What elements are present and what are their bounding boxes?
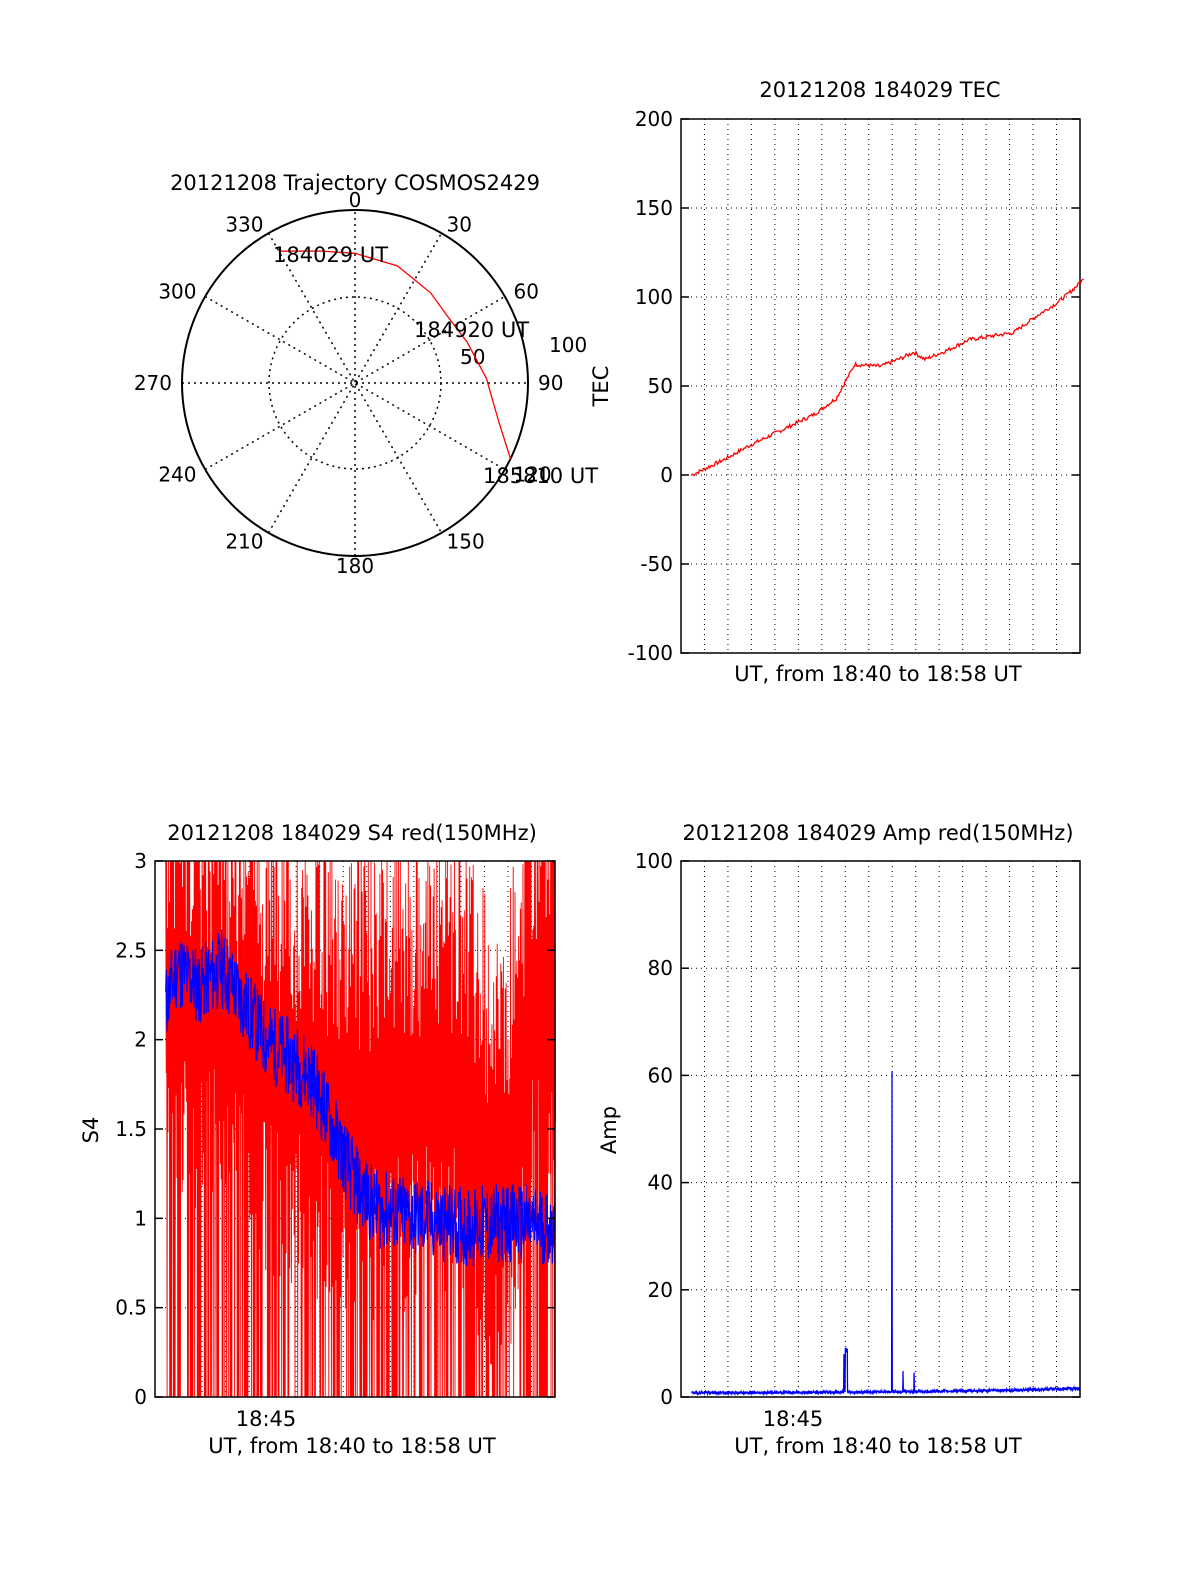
amp-title: 20121208 184029 Amp red(150MHz) <box>682 821 1073 845</box>
trajectory-mid-label: 184920 UT <box>414 318 529 342</box>
polar-azimuth-label: 240 <box>158 463 196 487</box>
y-tick-label: 50 <box>648 374 673 398</box>
y-tick-label: 100 <box>635 849 673 873</box>
y-tick-label: 1 <box>134 1206 147 1230</box>
amp-ylabel: Amp <box>597 1106 621 1154</box>
tec-chart: 20121208 184029 TEC 200150100500-50-100 … <box>589 78 1084 686</box>
polar-azimuth-labels: 0 30 60 90 120 150 180 210 240 270 300 330 <box>134 188 564 578</box>
s4-blue-series-line <box>165 929 556 1267</box>
y-tick-label: 80 <box>648 956 673 980</box>
polar-radius-label-50: 50 <box>460 345 485 369</box>
y-tick-label: 3 <box>134 849 147 873</box>
y-tick-label: 40 <box>648 1171 673 1195</box>
polar-azimuth-label: 90 <box>538 371 563 395</box>
y-tick-label: 0.5 <box>115 1296 147 1320</box>
trajectory-polar-plot: 20121208 Trajectory COSMOS2429 0 30 60 90 12… <box>134 171 598 578</box>
tec-grid <box>681 118 1080 654</box>
tec-title: 20121208 184029 TEC <box>759 78 1000 102</box>
s4-red-series <box>165 860 556 1398</box>
amp-grid <box>681 860 1080 1398</box>
s4-xtick-18-45: 18:45 <box>236 1407 297 1431</box>
polar-azimuth-label: 300 <box>158 280 196 304</box>
s4-y-ticks: 3 2.5 2 1.5 1 0.5 0 <box>115 849 555 1409</box>
tec-series-line <box>691 278 1084 477</box>
polar-azimuth-label: 270 <box>134 371 172 395</box>
polar-radius-label-100: 100 <box>549 333 587 357</box>
amp-chart: 20121208 184029 Amp red(150MHz) 100 80 60 4… <box>597 821 1081 1458</box>
s4-red-series-line <box>165 860 556 1398</box>
trajectory-end-label: 185810 UT <box>483 464 598 488</box>
trajectory-line <box>278 250 512 459</box>
s4-chart: 20121208 184029 S4 red(150MHz) 3 2.5 2 1.5 1… <box>79 821 556 1458</box>
y-tick-label: 200 <box>635 107 673 131</box>
y-tick-label: 0 <box>660 463 673 487</box>
s4-ylabel: S4 <box>79 1117 103 1144</box>
y-tick-label: 2 <box>134 1028 147 1052</box>
tec-xlabel: UT, from 18:40 to 18:58 UT <box>734 662 1022 686</box>
y-tick-label: 20 <box>648 1278 673 1302</box>
tec-plot-frame <box>680 118 1081 654</box>
y-tick-label: 0 <box>660 1385 673 1409</box>
amp-xlabel: UT, from 18:40 to 18:58 UT <box>734 1434 1022 1458</box>
polar-azimuth-label: 0 <box>349 188 362 212</box>
amp-y-ticks: 100 80 60 40 20 0 <box>635 849 1080 1409</box>
polar-azimuth-label: 330 <box>225 213 263 237</box>
polar-azimuth-label: 180 <box>336 554 374 578</box>
y-tick-label: 0 <box>134 1385 147 1409</box>
polar-spoke <box>204 295 506 471</box>
polar-spoke <box>267 232 443 534</box>
tec-ylabel: TEC <box>589 366 613 408</box>
polar-azimuth-label: 60 <box>513 280 538 304</box>
amp-plot-frame <box>680 860 1081 1398</box>
y-tick-label: -50 <box>640 552 673 576</box>
amp-series-line <box>691 1071 1081 1397</box>
polar-azimuth-label: 210 <box>225 529 263 553</box>
y-tick-label: 100 <box>635 285 673 309</box>
polar-spoke <box>267 232 443 534</box>
polar-azimuth-label: 150 <box>447 529 485 553</box>
amp-xtick-18-45: 18:45 <box>763 1407 824 1431</box>
y-tick-label: 2.5 <box>115 938 147 962</box>
y-tick-label: 1.5 <box>115 1117 147 1141</box>
polar-azimuth-label: 30 <box>447 213 472 237</box>
y-tick-label: 150 <box>635 196 673 220</box>
s4-xlabel: UT, from 18:40 to 18:58 UT <box>208 1434 496 1458</box>
s4-title: 20121208 184029 S4 red(150MHz) <box>167 821 537 845</box>
polar-title: 20121208 Trajectory COSMOS2429 <box>170 171 540 195</box>
trajectory-start-label: 184029 UT <box>273 243 388 267</box>
polar-azimuth-label: 120 <box>513 463 551 487</box>
y-tick-label: -100 <box>628 641 673 665</box>
tec-y-ticks: 200 150 100 50 0 -50 -100 <box>628 107 1080 665</box>
y-tick-label: 60 <box>648 1063 673 1087</box>
